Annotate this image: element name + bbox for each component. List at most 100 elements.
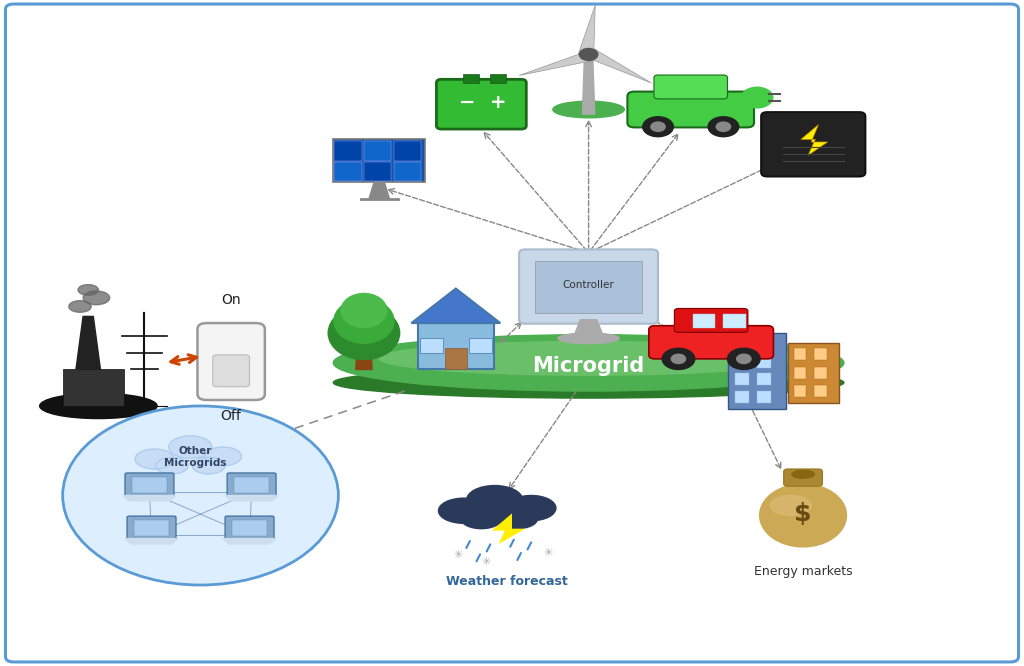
Ellipse shape — [193, 458, 225, 474]
Ellipse shape — [78, 284, 98, 295]
FancyBboxPatch shape — [814, 386, 826, 398]
Circle shape — [672, 354, 686, 364]
Polygon shape — [355, 333, 372, 370]
FancyBboxPatch shape — [757, 391, 771, 403]
Circle shape — [736, 354, 751, 364]
Ellipse shape — [334, 299, 394, 344]
FancyBboxPatch shape — [333, 139, 425, 182]
Ellipse shape — [461, 509, 502, 529]
FancyBboxPatch shape — [463, 74, 479, 83]
FancyBboxPatch shape — [794, 348, 806, 360]
Text: On: On — [221, 293, 241, 307]
FancyBboxPatch shape — [127, 516, 176, 540]
FancyBboxPatch shape — [734, 356, 749, 368]
Circle shape — [727, 348, 760, 370]
Polygon shape — [492, 513, 525, 544]
Ellipse shape — [69, 300, 91, 312]
FancyBboxPatch shape — [418, 323, 495, 370]
FancyBboxPatch shape — [649, 326, 773, 359]
Text: Controller: Controller — [563, 280, 614, 290]
FancyBboxPatch shape — [675, 308, 748, 332]
FancyBboxPatch shape — [62, 370, 124, 406]
Ellipse shape — [135, 449, 174, 469]
Text: Other
Microgrids: Other Microgrids — [164, 446, 226, 468]
Circle shape — [62, 406, 338, 585]
FancyBboxPatch shape — [393, 141, 421, 161]
Polygon shape — [125, 539, 178, 544]
Polygon shape — [223, 539, 276, 544]
Text: $: $ — [795, 502, 812, 526]
FancyBboxPatch shape — [814, 367, 826, 379]
FancyBboxPatch shape — [436, 79, 526, 129]
Ellipse shape — [558, 333, 620, 344]
Text: Off: Off — [221, 409, 242, 423]
FancyBboxPatch shape — [794, 367, 806, 379]
Polygon shape — [225, 496, 279, 501]
Ellipse shape — [553, 101, 625, 118]
FancyBboxPatch shape — [693, 314, 715, 328]
Text: +: + — [489, 93, 506, 112]
FancyBboxPatch shape — [364, 141, 391, 161]
Ellipse shape — [333, 367, 844, 398]
FancyBboxPatch shape — [134, 520, 169, 536]
Circle shape — [708, 117, 738, 137]
Polygon shape — [369, 182, 389, 198]
FancyBboxPatch shape — [654, 75, 727, 99]
FancyBboxPatch shape — [489, 74, 506, 83]
Ellipse shape — [438, 498, 489, 523]
Circle shape — [643, 117, 674, 137]
FancyBboxPatch shape — [814, 348, 826, 360]
FancyBboxPatch shape — [469, 338, 492, 353]
FancyBboxPatch shape — [234, 477, 269, 493]
FancyBboxPatch shape — [728, 333, 785, 410]
Polygon shape — [574, 320, 603, 335]
Polygon shape — [412, 288, 501, 323]
FancyBboxPatch shape — [334, 162, 361, 181]
Polygon shape — [76, 316, 100, 370]
FancyBboxPatch shape — [125, 473, 174, 497]
FancyBboxPatch shape — [536, 261, 642, 313]
Ellipse shape — [205, 447, 242, 466]
FancyBboxPatch shape — [794, 386, 806, 398]
Circle shape — [663, 348, 695, 370]
FancyBboxPatch shape — [232, 520, 267, 536]
FancyBboxPatch shape — [519, 250, 658, 324]
Ellipse shape — [341, 294, 387, 328]
Text: −: − — [459, 93, 475, 112]
Text: ✳: ✳ — [454, 550, 463, 560]
FancyBboxPatch shape — [420, 338, 442, 353]
FancyBboxPatch shape — [444, 348, 467, 370]
FancyBboxPatch shape — [787, 343, 839, 403]
FancyBboxPatch shape — [734, 391, 749, 403]
Polygon shape — [801, 125, 827, 155]
Ellipse shape — [507, 496, 556, 521]
Circle shape — [741, 88, 772, 107]
FancyBboxPatch shape — [628, 92, 754, 127]
FancyBboxPatch shape — [225, 516, 274, 540]
Circle shape — [716, 122, 730, 131]
Polygon shape — [583, 55, 595, 114]
Ellipse shape — [770, 496, 811, 515]
Text: Energy markets: Energy markets — [754, 565, 852, 578]
FancyBboxPatch shape — [734, 339, 749, 351]
Text: ✳: ✳ — [481, 557, 492, 567]
Ellipse shape — [156, 458, 188, 474]
Text: Weather forecast: Weather forecast — [446, 575, 567, 588]
Ellipse shape — [760, 484, 847, 547]
Polygon shape — [519, 51, 593, 75]
FancyBboxPatch shape — [757, 339, 771, 351]
Ellipse shape — [792, 470, 814, 478]
FancyBboxPatch shape — [227, 473, 276, 497]
FancyBboxPatch shape — [757, 356, 771, 368]
FancyBboxPatch shape — [334, 141, 361, 161]
Ellipse shape — [467, 486, 522, 515]
FancyBboxPatch shape — [132, 477, 167, 493]
FancyBboxPatch shape — [364, 162, 391, 181]
FancyBboxPatch shape — [393, 162, 421, 181]
FancyBboxPatch shape — [761, 112, 865, 176]
Circle shape — [580, 49, 598, 61]
Ellipse shape — [40, 394, 157, 418]
FancyBboxPatch shape — [734, 374, 749, 386]
FancyBboxPatch shape — [213, 355, 250, 387]
FancyBboxPatch shape — [723, 314, 745, 328]
